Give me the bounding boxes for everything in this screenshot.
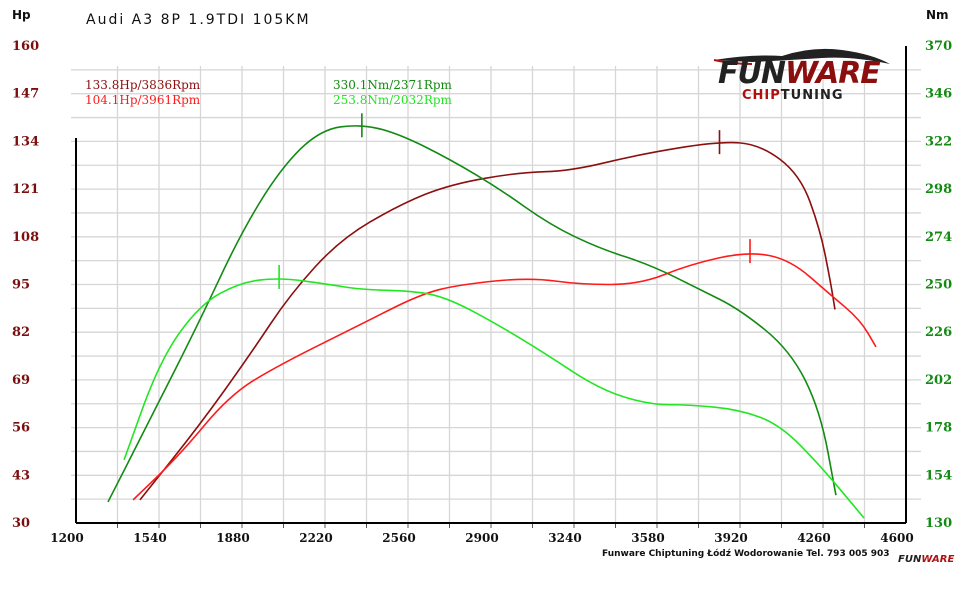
- nm-tick-label: 274: [925, 230, 952, 245]
- curves: [107, 113, 877, 519]
- hp-tick-label: 82: [12, 325, 30, 340]
- nm-tick-label: 154: [925, 468, 952, 483]
- x-tick-label: 4260: [797, 531, 830, 545]
- nm-tick-label: 298: [925, 182, 952, 197]
- logo-word-2: WARE: [784, 56, 881, 91]
- hp-tick-label: 121: [12, 182, 39, 197]
- hp-axis-unit: Hp: [12, 8, 31, 22]
- hp-tick-label: 30: [12, 516, 30, 531]
- nm-tick-label: 178: [925, 421, 952, 436]
- hp-tick-label: 69: [12, 373, 30, 388]
- curve-power-tuned: [139, 141, 836, 501]
- funware-logo: FUNWARE CHIPTUNING: [712, 46, 894, 106]
- nm-tick-label: 346: [925, 87, 952, 102]
- hp-tick-label: 147: [12, 87, 39, 102]
- logo-sub-1: CHIP: [742, 88, 781, 103]
- nm-tick-label: 370: [925, 39, 952, 54]
- hp-tick-label: 56: [12, 421, 30, 436]
- x-tick-label: 3580: [631, 531, 664, 545]
- torque-stock-peak-label: 253.8Nm/2032Rpm: [333, 93, 452, 107]
- nm-tick-label: 226: [925, 325, 952, 340]
- small-logo-word-2: WARE: [921, 554, 955, 565]
- logo-word-1: FUN: [718, 56, 786, 91]
- hp-tick-label: 160: [12, 39, 39, 54]
- x-tick-label: 1540: [133, 531, 166, 545]
- footer-contact: Funware Chiptuning Łódź Wodorowanie Tel.…: [602, 549, 890, 559]
- nm-tick-label: 250: [925, 278, 952, 293]
- hp-tick-label: 108: [12, 230, 39, 245]
- hp-tick-label: 134: [12, 134, 39, 149]
- curve-power-stock: [132, 253, 877, 501]
- hp-tick-label: 95: [12, 278, 30, 293]
- x-tick-label: 3240: [548, 531, 581, 545]
- small-logo-word-1: FUN: [898, 554, 922, 565]
- x-tick-label: 3920: [714, 531, 747, 545]
- curve-torque-stock: [123, 278, 865, 519]
- nm-tick-label: 130: [925, 516, 952, 531]
- logo-sub-2: TUNING: [780, 88, 844, 103]
- x-tick-label: 1200: [50, 531, 83, 545]
- hp-tick-label: 43: [12, 468, 30, 483]
- curve-torque-tuned: [107, 125, 837, 503]
- axes: 1200 1540 1880 2220 2560 2900 3240 3580 3920 4260…: [12, 39, 952, 545]
- power-stock-peak-label: 104.1Hp/3961Rpm: [85, 93, 201, 107]
- small-funware-logo: FUNWARE: [898, 547, 954, 567]
- nm-tick-label: 322: [925, 134, 952, 149]
- chart-title: Audi A3 8P 1.9TDI 105KM: [86, 12, 311, 28]
- power-tuned-peak-label: 133.8Hp/3836Rpm: [85, 78, 201, 92]
- nm-axis-unit: Nm: [926, 8, 949, 22]
- x-tick-label: 2220: [299, 531, 332, 545]
- car-silhouette-icon: [713, 48, 890, 65]
- x-tick-label: 2900: [465, 531, 498, 545]
- x-tick-label: 4600: [880, 531, 913, 545]
- grid: [71, 66, 921, 523]
- x-tick-label: 1880: [216, 531, 249, 545]
- x-tick-label: 2560: [382, 531, 415, 545]
- torque-tuned-peak-label: 330.1Nm/2371Rpm: [333, 78, 452, 92]
- nm-tick-label: 202: [925, 373, 952, 388]
